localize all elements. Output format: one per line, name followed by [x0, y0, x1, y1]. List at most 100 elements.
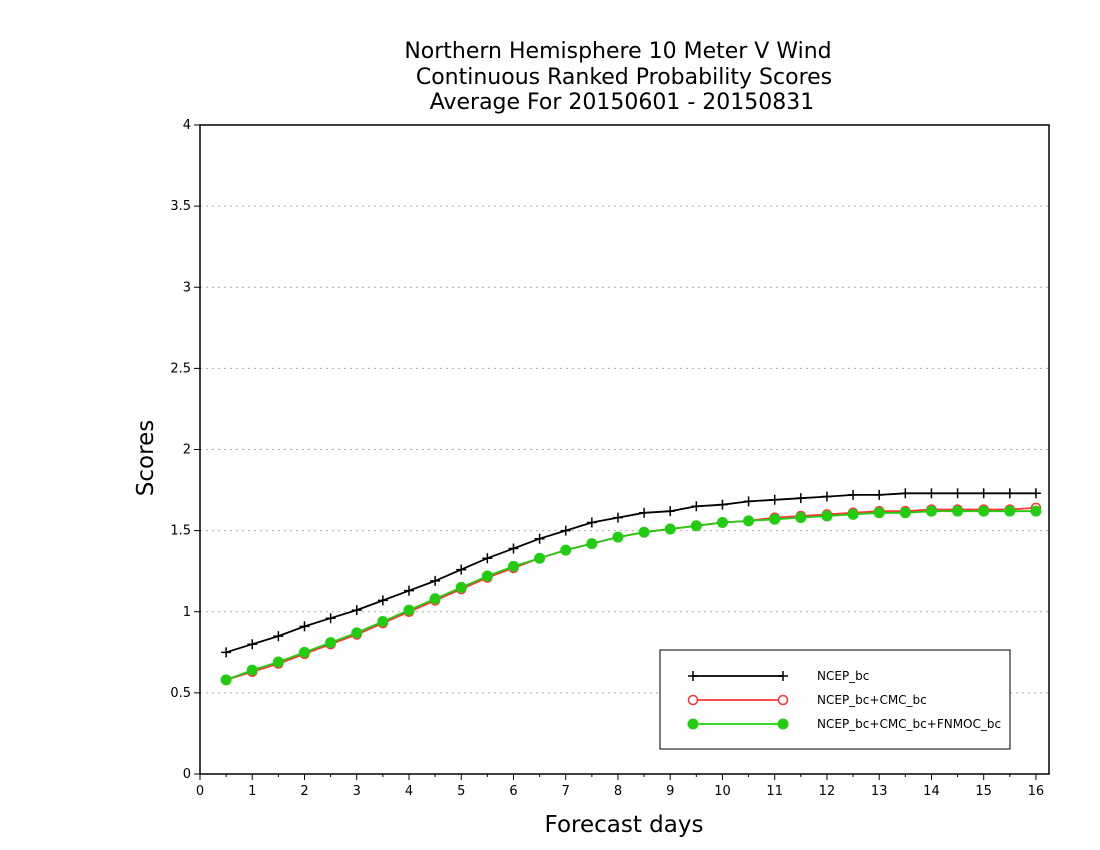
data-point [978, 505, 990, 517]
x-tick-label: 13 [871, 784, 888, 799]
data-point [743, 515, 755, 527]
data-point [664, 523, 676, 535]
legend-entry: NCEP_bc+CMC_bc [687, 693, 927, 707]
data-point [377, 615, 389, 627]
data-point [482, 553, 493, 564]
data-point [873, 507, 885, 519]
x-tick-label: 3 [353, 784, 361, 799]
data-point [778, 671, 788, 681]
x-tick-label: 8 [614, 784, 622, 799]
data-point [430, 575, 441, 586]
x-tick-label: 0 [196, 784, 204, 799]
data-point [743, 496, 754, 507]
data-point [560, 525, 571, 536]
data-point [246, 664, 258, 676]
y-tick-label: 2.5 [170, 361, 191, 376]
legend-label: NCEP_bc+CMC_bc+FNMOC_bc [817, 717, 1001, 731]
data-point [688, 671, 698, 681]
chart-title-line-1: Northern Hemisphere 10 Meter V Wind [404, 39, 831, 64]
y-tick-label: 1 [183, 605, 191, 620]
x-tick-label: 11 [766, 784, 783, 799]
chart-title-line-2: Continuous Ranked Probability Scores [416, 65, 832, 90]
data-point [586, 517, 597, 528]
x-tick-label: 7 [562, 784, 570, 799]
x-tick-label: 12 [819, 784, 836, 799]
chart-title-line-3: Average For 20150601 - 20150831 [430, 90, 815, 115]
data-point [456, 564, 467, 575]
data-point [665, 506, 676, 517]
data-point [716, 517, 728, 529]
data-point [429, 593, 441, 605]
legend-entry: NCEP_bc+CMC_bc+FNMOC_bc [687, 717, 1001, 731]
x-tick-label: 14 [923, 784, 940, 799]
data-point [926, 488, 937, 499]
data-point [925, 505, 937, 517]
data-point [717, 499, 728, 510]
data-point [639, 507, 650, 518]
data-point [795, 512, 807, 524]
series-3 [220, 505, 1042, 686]
x-tick-label: 15 [975, 784, 992, 799]
data-point [220, 674, 232, 686]
series-layer [220, 488, 1042, 686]
data-point [299, 621, 310, 632]
data-point [221, 647, 232, 658]
data-point [403, 585, 414, 596]
data-point [455, 581, 467, 593]
data-point [560, 544, 572, 556]
data-point [377, 595, 388, 606]
data-point [612, 531, 624, 543]
data-point [691, 501, 702, 512]
data-point [403, 604, 415, 616]
data-point [899, 507, 911, 519]
y-tick-label: 0.5 [170, 686, 191, 701]
x-tick-label: 2 [300, 784, 308, 799]
data-point [847, 508, 859, 520]
data-point [821, 491, 832, 502]
series-1 [221, 488, 1041, 658]
chart-title: Northern Hemisphere 10 Meter V Wind Cont… [404, 39, 832, 115]
data-point [952, 505, 964, 517]
series-line [225, 492, 1036, 654]
data-point [769, 513, 781, 525]
data-point [586, 538, 598, 550]
data-point [508, 543, 519, 554]
x-tick-label: 9 [666, 784, 674, 799]
x-axis-label: Forecast days [545, 812, 704, 838]
data-point [612, 512, 623, 523]
data-point [534, 533, 545, 544]
data-point [1004, 505, 1016, 517]
y-axis-label: Scores [133, 420, 159, 496]
data-point [821, 510, 833, 522]
data-point [777, 718, 789, 730]
data-point [777, 694, 789, 706]
axes: 00.511.522.533.540 1 2 3 4 5 6 7 8 9 10 11 12 13 14 15 1… [170, 118, 1050, 799]
data-point [247, 639, 258, 650]
y-tick-label: 2 [183, 443, 191, 458]
x-tick-label: 6 [509, 784, 517, 799]
data-point [1030, 505, 1042, 517]
y-tick-label: 0 [183, 767, 191, 782]
data-point [351, 605, 362, 616]
data-point [687, 694, 699, 706]
data-point [978, 488, 989, 499]
data-point [848, 489, 859, 500]
data-point [687, 718, 699, 730]
legend-label: NCEP_bc [817, 669, 869, 683]
data-point [351, 627, 363, 639]
legend: NCEP_bc NCEP_bc+CMC_bc NCEP_bc+CMC_bc+FNMO… [659, 649, 1011, 750]
x-tick-label: 1 [248, 784, 256, 799]
data-point [874, 489, 885, 500]
x-tick-label: 16 [1028, 784, 1045, 799]
data-point [952, 488, 963, 499]
data-point [769, 494, 780, 505]
data-point [325, 613, 336, 624]
data-point [325, 637, 337, 649]
data-point [534, 552, 546, 564]
data-point [690, 520, 702, 532]
data-point [273, 631, 284, 642]
data-point [298, 646, 310, 658]
x-tick-label: 4 [405, 784, 413, 799]
